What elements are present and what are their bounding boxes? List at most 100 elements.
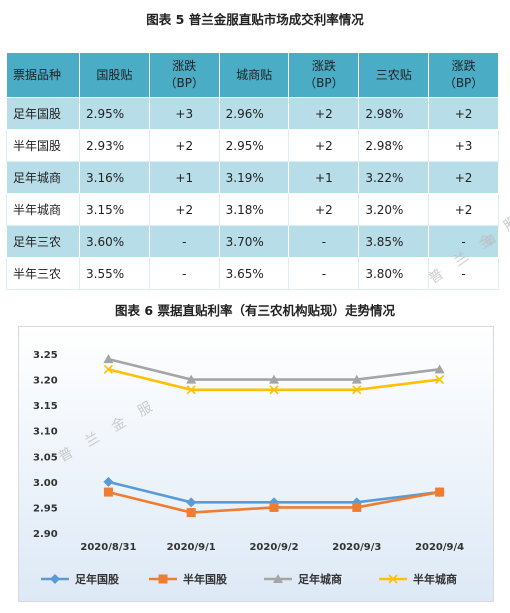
header-cell: 城商贴 (218, 52, 290, 98)
chart-background (19, 327, 493, 601)
table-cell: 3.70% (218, 225, 290, 258)
table-row: 足年三农 3.60% -3.70% -3.85% - (6, 225, 499, 258)
table-cell: - (428, 257, 499, 290)
table-cell: +2 (288, 97, 360, 130)
table-cell: +1 (288, 161, 360, 194)
x-tick-label: 2020/8/31 (80, 542, 136, 553)
chart-canvas: 3.25 3.20 3.15 3.10 3.05 3.00 2.95 2.90 2020/8/3… (19, 327, 493, 601)
table-cell: +2 (428, 193, 499, 226)
table-cell: +2 (148, 129, 220, 162)
header-cell: 票据品种 (6, 52, 80, 98)
table-cell: 2.98% (358, 129, 430, 162)
legend-label: 足年城商 (298, 572, 342, 586)
data-point (269, 374, 279, 384)
table-cell: +2 (428, 97, 499, 130)
data-point (103, 487, 113, 497)
header-cell: 涨跌 （BP） (428, 52, 499, 98)
table-row: 足年国股 2.95% +3 2.96% +2 2.98% +2 (6, 97, 499, 130)
row-label: 半年国股 (6, 129, 80, 162)
row-label: 足年城商 (6, 161, 80, 194)
table-cell: 2.95% (218, 129, 290, 162)
header-label: 国股贴 (96, 67, 133, 82)
table-cell: +2 (288, 193, 360, 226)
table-cell: 3.60% (79, 225, 150, 258)
table-cell: - (288, 225, 360, 258)
data-point (351, 374, 362, 384)
legend-marker (50, 574, 60, 584)
header-cell: 涨跌 （BP） (148, 52, 220, 98)
table-cell: +3 (148, 97, 220, 130)
header-unit: （BP） (443, 76, 484, 90)
y-tick-label: 3.20 (33, 376, 58, 387)
table-cell: +2 (148, 193, 220, 226)
header-unit: （BP） (304, 76, 344, 90)
data-point (435, 487, 445, 497)
x-tick-label: 2020/9/4 (415, 542, 464, 553)
table-cell: 3.80% (358, 257, 430, 290)
y-tick-label: 3.10 (33, 427, 58, 438)
table-cell: 2.98% (358, 97, 430, 130)
row-label: 半年三农 (6, 257, 80, 290)
data-point (269, 502, 279, 512)
table-cell: +3 (428, 129, 499, 162)
table-cell: 3.20% (358, 193, 430, 226)
legend-label: 足年国股 (75, 572, 120, 586)
header-label: 城商贴 (236, 67, 273, 82)
table-cell: 3.18% (218, 193, 290, 226)
y-tick-label: 3.25 (33, 350, 58, 361)
legend-marker (388, 574, 398, 584)
data-point (186, 374, 197, 384)
chart-caption: 图表 6 票据直贴利率（有三农机构贴现）走势情况 (115, 303, 395, 318)
row-label: 足年三农 (6, 225, 80, 258)
rates-table: 票据品种 国股贴 涨跌 （BP） 城商贴 涨跌 （BP） 三农贴 涨跌 （BP） 足年… (6, 52, 499, 290)
data-point (186, 385, 196, 395)
table-cell: 3.55% (79, 257, 150, 290)
data-point (103, 354, 114, 364)
table-cell: - (428, 225, 499, 258)
x-tick-label: 2020/9/2 (249, 542, 298, 553)
table-cell: - (148, 225, 220, 258)
table-row: 足年城商 3.16% +1 3.19% +1 3.22% +2 (6, 161, 499, 194)
table-cell: 2.95% (79, 97, 150, 130)
table-caption: 图表 5 普兰金服直贴市场成交利率情况 (146, 12, 364, 27)
y-tick-label: 2.95 (33, 503, 58, 514)
table-cell: 3.22% (358, 161, 430, 194)
table-cell: +1 (148, 161, 220, 194)
x-tick-label: 2020/9/3 (332, 542, 381, 553)
table-cell: +2 (428, 161, 499, 194)
table-header-row: 票据品种 国股贴 涨跌 （BP） 城商贴 涨跌 （BP） 三农贴 涨跌 （BP） (6, 52, 499, 98)
data-point (352, 502, 362, 512)
legend-marker (158, 574, 168, 584)
table-cell: - (288, 257, 360, 290)
header-unit: （BP） (164, 76, 204, 90)
header-label: 涨跌 (311, 59, 336, 73)
data-point (103, 364, 113, 374)
header-cell: 涨跌 （BP） (288, 52, 360, 98)
table-cell: 3.65% (218, 257, 290, 290)
y-tick-label: 3.05 (33, 452, 58, 463)
table-row: 半年三农 3.55% -3.65% -3.80% - (6, 257, 499, 290)
table-cell: 2.96% (218, 97, 290, 130)
data-point (352, 385, 362, 395)
table-cell: - (148, 257, 220, 290)
header-cell: 三农贴 (358, 52, 430, 98)
y-tick-label: 3.00 (33, 478, 58, 489)
table-cell: +2 (288, 129, 360, 162)
header-label: 三农贴 (375, 67, 412, 82)
table-cell: 3.19% (218, 161, 290, 194)
table-row: 半年国股 2.93% +2 2.95% +2 2.98% +3 (6, 129, 499, 162)
x-tick-label: 2020/9/1 (167, 542, 216, 553)
data-point (269, 385, 279, 395)
table-row: 半年城商 3.15% +2 3.18% +2 3.20% +2 (6, 193, 499, 226)
legend-label: 半年国股 (183, 572, 228, 586)
header-cell: 国股贴 (79, 52, 150, 98)
y-tick-label: 3.15 (33, 401, 58, 412)
data-point (435, 375, 445, 385)
data-point (186, 497, 197, 508)
data-point (103, 476, 114, 487)
y-tick-label: 2.90 (33, 529, 58, 540)
row-label: 足年国股 (6, 97, 80, 130)
table-cell: 2.93% (79, 129, 150, 162)
line-chart: 3.25 3.20 3.15 3.10 3.05 3.00 2.95 2.90 2020/8/3… (18, 326, 494, 602)
legend-label: 半年城商 (413, 572, 457, 586)
